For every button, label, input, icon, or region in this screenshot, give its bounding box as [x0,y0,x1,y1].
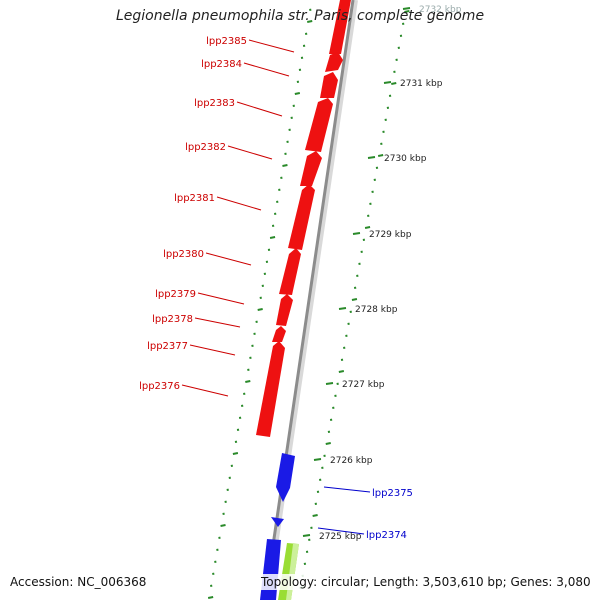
leader-line [227,145,273,160]
genome-summary-caption: Topology: circular; Length: 3,503,610 bp… [259,574,593,590]
gene-block-lpp2374[interactable] [271,517,284,527]
leader-line [248,39,295,53]
gene-block-lpp2383[interactable] [320,72,338,98]
ruler-label: 2732 kbp [419,5,462,15]
ruler-tick [302,534,311,537]
leader-line [205,252,252,266]
tick-mark [312,514,318,517]
leader-line [317,527,365,535]
leader-line [323,486,371,493]
ruler-label: 2727 kbp [342,380,385,390]
gene-block-lpp2384[interactable] [325,52,343,72]
ruler-label: 2731 kbp [400,79,443,89]
leader-line [181,384,229,397]
gene-label-lpp2377[interactable]: lpp2377 [147,341,188,352]
ruler-label: 2726 kbp [330,456,373,466]
gene-label-lpp2376[interactable]: lpp2376 [139,381,180,392]
backbone-shadow [264,0,358,600]
gene-label-lpp2380[interactable]: lpp2380 [163,249,204,260]
reverse-gene-labels: lpp2375 lpp2374 [317,486,413,541]
ruler-label: 2729 kbp [369,230,412,240]
gene-label-lpp2385[interactable]: lpp2385 [206,36,247,47]
gene-block-lpp2381[interactable] [300,151,322,186]
gene-block-lpp2376[interactable] [256,341,285,437]
tick-mark [325,442,331,445]
tick-mark [404,10,410,13]
tick-mark [207,596,214,599]
gene-label-lpp2374[interactable]: lpp2374 [366,530,407,541]
accession-caption: Accession: NC_006368 [8,574,149,590]
gene-block-lpp2379[interactable] [279,248,301,295]
gene-block-lpp2380[interactable] [288,184,315,250]
leader-line [197,292,245,305]
tick-mark [338,370,345,373]
leader-line [216,196,262,211]
tick-mark [232,452,239,455]
ruler-tick [325,382,334,385]
ruler-labels: 2732 kbp 2731 kbp 2730 kbp 2729 kbp 2728 kbp… [302,5,462,542]
leader-line [194,317,241,328]
tick-mark [220,524,226,527]
tick-mark [351,298,358,301]
gene-block-lpp2378[interactable] [276,294,293,326]
gene-label-lpp2378[interactable]: lpp2378 [152,314,193,325]
leader-line [236,101,283,117]
gene-label-lpp2375[interactable]: lpp2375 [372,488,413,499]
ruler-label: 2728 kbp [355,305,398,315]
ruler-tick [367,156,376,159]
tick-mark [307,20,313,23]
gene-label-lpp2382[interactable]: lpp2382 [185,142,226,153]
leader-line [189,344,236,356]
tick-mark [269,236,276,239]
gene-label-lpp2384[interactable]: lpp2384 [201,59,242,70]
inner-tick-ring [207,8,313,599]
outer-tick-ring [299,10,410,589]
tick-mark [391,82,397,85]
ruler-tick [383,81,392,84]
tick-mark [245,380,251,383]
gene-label-lpp2383[interactable]: lpp2383 [194,98,235,109]
ruler-tick [402,7,411,10]
gene-block-lpp2377[interactable] [272,326,286,342]
gene-label-lpp2381[interactable]: lpp2381 [174,193,215,204]
gene-block-lower-blue [260,539,281,600]
ruler-tick [352,232,361,235]
gene-block-lpp2382[interactable] [305,98,333,152]
leader-line [243,62,290,77]
tick-mark [377,154,384,157]
tick-mark [282,164,288,167]
gene-label-lpp2379[interactable]: lpp2379 [155,289,196,300]
tick-mark [364,226,371,229]
map-title: Legionella pneumophila str. Paris, compl… [115,8,485,24]
gene-block-lpp2385[interactable] [329,0,351,54]
gene-block-lpp2375[interactable] [276,453,295,502]
ruler-label: 2730 kbp [384,154,427,164]
genome-backbone [263,0,355,600]
forward-gene-track [256,0,351,437]
ruler-tick [338,307,347,310]
tick-mark [257,308,263,311]
ruler-label: 2725 kbp [319,532,362,542]
tick-mark [294,92,301,95]
forward-gene-labels: lpp2385 lpp2384 lpp2383 lpp2382 lpp2381 lpp23… [139,36,295,397]
ruler-tick [313,458,322,461]
